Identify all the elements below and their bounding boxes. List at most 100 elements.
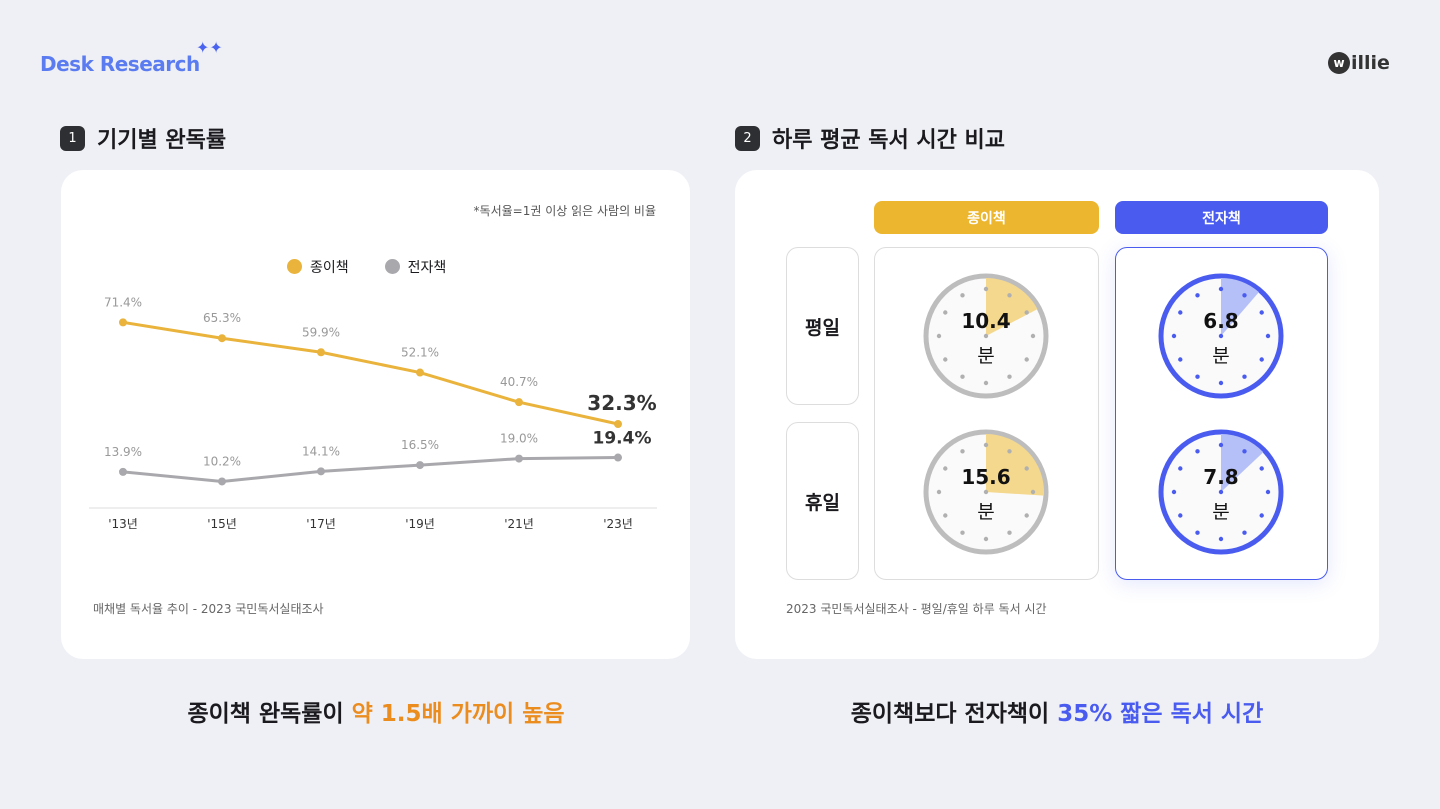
data-point	[614, 420, 622, 429]
tick-dot	[960, 530, 965, 535]
tick-dot	[1242, 374, 1247, 379]
data-label: 19.4%	[593, 429, 652, 449]
chart-note: *독서율=1권 이상 읽은 사람의 비율	[473, 204, 656, 218]
section-2-heading: 2 하루 평균 독서 시간 비교	[735, 122, 1005, 154]
ebook-column	[1115, 247, 1328, 580]
data-point	[119, 467, 127, 476]
tick-dot	[1007, 449, 1012, 454]
data-point	[218, 477, 226, 486]
tick-dot	[1178, 357, 1183, 362]
tick-dot	[1030, 489, 1036, 495]
center-dot	[983, 333, 989, 339]
paper-header: 종이책	[874, 201, 1099, 234]
tick-dot	[983, 286, 989, 292]
sparkle-icon: ✦✦	[196, 38, 223, 57]
time-wedge	[986, 434, 1044, 496]
tick-dot	[1007, 293, 1012, 298]
tick-dot	[943, 513, 948, 518]
tick-dot	[1024, 466, 1029, 471]
section-1-heading: 1 기기별 완독률	[60, 122, 226, 154]
tick-dot	[1024, 357, 1029, 362]
data-point	[119, 318, 127, 327]
data-point	[614, 453, 622, 462]
tick-dot	[983, 380, 989, 386]
legend-paper: 종이책	[287, 257, 349, 277]
row-weekday: 평일	[786, 247, 859, 405]
data-label: 65.3%	[203, 311, 241, 325]
tick-dot	[936, 333, 942, 339]
tick-dot	[1259, 310, 1264, 315]
data-point	[218, 334, 226, 343]
section-number: 2	[735, 125, 760, 151]
paper-column	[874, 247, 1099, 580]
time-unit: 분	[1212, 501, 1229, 523]
row-weekend: 휴일	[786, 422, 859, 580]
clock-grid: 10.4 분 6.8 분 15.6 분 7.8 분	[923, 273, 1284, 555]
data-label: 10.2%	[203, 454, 241, 468]
tick-dot	[1195, 293, 1200, 298]
line-chart: '13년 '15년 '17년 '19년 '21년 '23년 71.4% 65.3% 59.9% 5…	[89, 295, 657, 531]
data-point	[416, 461, 424, 470]
tick-dot	[943, 357, 948, 362]
reading-time-card: 종이책 전자책 평일 휴일 10.4 분 6.8 분 15.6 분 7.8 분 2023 국민…	[735, 170, 1379, 659]
clock: 15.6 분	[923, 429, 1049, 555]
brand-title: Desk Research	[40, 52, 200, 76]
tick-dot	[1007, 530, 1012, 535]
tick-dot	[960, 374, 965, 379]
tick-dot	[1242, 449, 1247, 454]
tick-dot	[1242, 530, 1247, 535]
tick-dot	[936, 489, 942, 495]
tick-dot	[1218, 286, 1224, 292]
tick-dot	[1259, 513, 1264, 518]
tick-dot	[943, 466, 948, 471]
tick-dot	[1218, 380, 1224, 386]
tick-dot	[1171, 489, 1177, 495]
tick-dot	[960, 293, 965, 298]
time-unit: 분	[1212, 345, 1229, 367]
clock: 6.8 분	[1158, 273, 1284, 399]
data-label: 32.3%	[587, 391, 656, 415]
tick-dot	[1242, 293, 1247, 298]
tick-dot	[1178, 310, 1183, 315]
chart-legend: 종이책 전자책	[287, 257, 446, 277]
time-source: 2023 국민독서실태조사 - 평일/휴일 하루 독서 시간	[786, 602, 1047, 616]
tick-dot	[1195, 374, 1200, 379]
completion-chart-card: *독서율=1권 이상 읽은 사람의 비율 종이책 전자책 '13년 '15년 '17…	[61, 170, 690, 659]
clock: 7.8 분	[1158, 429, 1284, 555]
x-tick-label: '15년	[207, 517, 237, 531]
willie-logo: wwillieillie	[1328, 52, 1390, 74]
data-label: 13.9%	[104, 445, 142, 459]
series-line	[122, 320, 619, 426]
data-label: 16.5%	[401, 438, 439, 452]
data-point	[317, 467, 325, 476]
tick-dot	[1195, 530, 1200, 535]
legend-ebook: 전자책	[384, 257, 446, 277]
tick-dot	[1178, 466, 1183, 471]
x-tick-label: '23년	[603, 517, 633, 531]
conclusion-1: 종이책 완독률이 약 1.5배 가까이 높음	[187, 701, 565, 727]
clock: 10.4 분	[923, 273, 1049, 399]
tick-dot	[1259, 357, 1264, 362]
data-point	[416, 368, 424, 377]
data-point	[317, 348, 325, 357]
data-label: 19.0%	[500, 432, 538, 446]
data-label: 14.1%	[302, 444, 340, 458]
data-label: 71.4%	[104, 295, 142, 309]
time-value: 6.8	[1203, 309, 1238, 333]
section-title: 하루 평균 독서 시간 비교	[772, 128, 1006, 153]
time-wedge	[1221, 434, 1264, 492]
conclusion-2: 종이책보다 전자책이 35% 짧은 독서 시간	[850, 701, 1264, 727]
time-value: 7.8	[1203, 465, 1238, 489]
tick-dot	[983, 442, 989, 448]
tick-dot	[1171, 333, 1177, 339]
time-value: 10.4	[961, 309, 1010, 333]
tick-dot	[960, 449, 965, 454]
time-wedge	[986, 278, 1038, 336]
tick-dot	[1030, 333, 1036, 339]
center-dot	[1218, 333, 1224, 339]
tick-dot	[1265, 489, 1271, 495]
tick-dot	[1195, 449, 1200, 454]
data-point	[515, 398, 523, 407]
tick-dot	[1218, 536, 1224, 542]
data-label: 40.7%	[500, 375, 538, 389]
